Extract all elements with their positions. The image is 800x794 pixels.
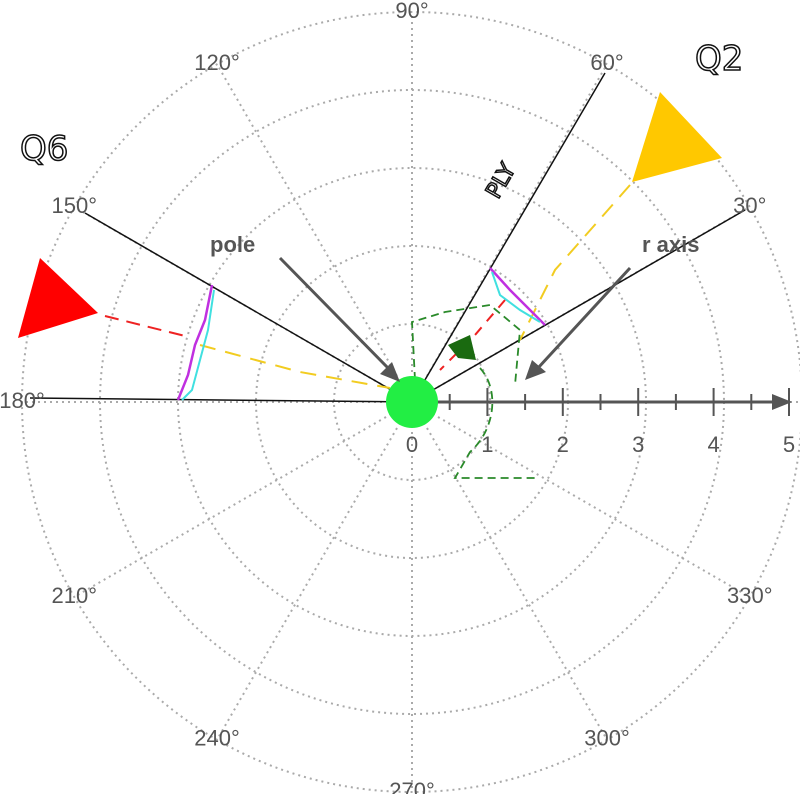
ray-30 [411, 209, 746, 403]
grid-spoke [411, 401, 608, 741]
grid-circle [21, 11, 800, 793]
angle-label: 330° [727, 583, 773, 608]
pointer-arrows [278, 256, 632, 382]
magenta-wave [489, 267, 546, 326]
r-tick-label: 5 [783, 432, 795, 457]
angle-label: 120° [194, 50, 240, 75]
red-triangle [18, 258, 98, 338]
r-tick-label: 4 [707, 432, 719, 457]
cyan-wave [181, 289, 215, 401]
grid-spoke [411, 401, 751, 598]
ray-60 [411, 72, 606, 403]
angle-label: 180° [0, 388, 45, 413]
grid-spoke [411, 63, 608, 403]
angle-label: 150° [51, 193, 97, 218]
raxis-pointer-head [525, 360, 546, 380]
raxis-pointer [536, 266, 632, 370]
green-pentagon [448, 335, 476, 360]
magenta-wave [176, 284, 214, 401]
angle-label: 30° [733, 193, 766, 218]
ray-150 [84, 212, 413, 403]
r-axis [412, 388, 792, 416]
angle-label: 270° [389, 778, 435, 794]
rays [29, 72, 746, 403]
angle-label: 300° [584, 726, 630, 751]
green-sketch [411, 304, 535, 479]
r-axis-label: r axis [642, 232, 700, 257]
angle-label: 240° [194, 726, 240, 751]
angle-label: 60° [590, 50, 623, 75]
red-dash [104, 315, 186, 337]
ray-180 [29, 397, 413, 403]
yellow-triangle [632, 92, 722, 182]
angle-label: 90° [395, 0, 428, 23]
pole-pointer [278, 256, 392, 372]
cyan-wave [491, 271, 541, 323]
red-dash [439, 299, 506, 371]
grid-spoke [73, 401, 413, 598]
r-tick-label: 2 [557, 432, 569, 457]
axis-arrow [772, 394, 792, 410]
r-tick-label: 0 [406, 432, 418, 457]
r-tick-label: 1 [481, 432, 493, 457]
grid-spoke [216, 63, 413, 403]
grid-spoke [216, 401, 413, 741]
pole-label: pole [210, 232, 255, 257]
handwritten-q6: Q6 [20, 129, 68, 169]
angle-label: 210° [51, 583, 97, 608]
handwritten-ply: PLY [482, 159, 522, 203]
handwritten-q2: Q2 [695, 39, 743, 79]
pole-pointer-head [380, 362, 400, 382]
r-tick-label: 3 [632, 432, 644, 457]
yellow-dash [199, 344, 391, 389]
pole-dot [386, 376, 438, 428]
